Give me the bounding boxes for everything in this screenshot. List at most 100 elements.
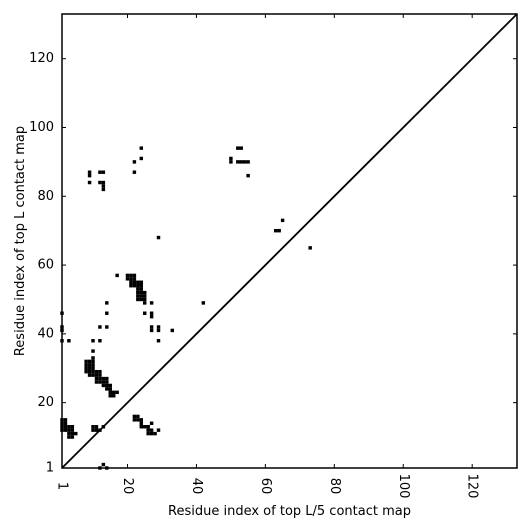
contact-point-lower <box>70 425 75 429</box>
contact-point-lower <box>156 339 161 343</box>
contact-point-lower <box>70 431 75 436</box>
contact-point-lower <box>146 425 150 429</box>
contact-point-lower <box>129 280 133 284</box>
contact-point-lower <box>156 325 161 329</box>
x-tick-label: 120 <box>465 474 480 499</box>
contact-point-lower <box>139 294 144 298</box>
contact-point-lower <box>105 380 109 384</box>
contact-point-lower <box>139 421 144 426</box>
contact-point-lower <box>87 359 92 364</box>
contact-point-lower <box>149 311 154 315</box>
contact-point-lower <box>63 418 68 422</box>
contact-point-lower <box>105 376 109 381</box>
contact-point-lower <box>139 280 144 284</box>
contact-point-lower <box>101 383 106 388</box>
contact-point-upper <box>132 160 137 164</box>
contact-point-lower <box>98 369 102 374</box>
contact-point-lower <box>87 363 92 367</box>
contact-point-upper <box>246 160 250 164</box>
plot-frame <box>61 13 518 469</box>
contact-point-lower <box>125 277 130 281</box>
contact-point-lower <box>105 311 109 315</box>
contact-point-upper <box>98 180 102 185</box>
contact-point-upper <box>201 301 206 305</box>
contact-point-upper <box>229 160 233 164</box>
contact-point-lower <box>136 283 140 288</box>
contact-point-upper <box>101 170 106 174</box>
x-tick-label: 40 <box>189 478 204 495</box>
contact-point-upper <box>242 160 247 164</box>
contact-point-lower <box>74 431 78 436</box>
contact-point-lower <box>149 328 154 333</box>
contact-point-lower <box>94 376 99 381</box>
contact-point-lower <box>149 314 154 319</box>
contact-point-lower <box>63 425 68 429</box>
contact-point-lower <box>105 325 109 329</box>
contact-point-lower <box>98 325 102 329</box>
contact-point-lower <box>149 325 154 329</box>
contact-point-lower <box>170 328 175 333</box>
contact-point-lower <box>149 431 154 436</box>
contact-point-lower <box>108 387 112 391</box>
contact-point-upper <box>101 187 106 192</box>
contact-point-lower <box>98 373 102 377</box>
contact-point-lower <box>84 359 88 364</box>
contact-point-lower <box>67 425 71 429</box>
contact-point-lower <box>125 273 130 278</box>
contact-point-lower <box>87 366 92 370</box>
contact-point-lower <box>153 431 157 436</box>
contact-point-lower <box>98 339 102 343</box>
contact-point-lower <box>87 369 92 374</box>
contact-point-upper <box>87 173 92 178</box>
contact-point-lower <box>132 273 137 278</box>
contact-point-upper <box>236 146 240 150</box>
contact-point-lower <box>94 373 99 377</box>
contact-point-lower <box>70 435 75 439</box>
x-axis-ticks: 1 20 40 60 80 100 120 <box>55 14 480 498</box>
contact-point-lower <box>156 428 161 432</box>
contact-point-lower <box>63 421 68 426</box>
contact-point-lower <box>91 349 95 353</box>
contact-point-lower <box>101 380 106 384</box>
contact-point-lower <box>139 297 144 302</box>
contact-point-upper <box>239 146 243 150</box>
contact-point-lower <box>136 287 140 291</box>
contact-point-lower <box>101 462 106 467</box>
contact-point-lower <box>143 311 147 315</box>
diagonal-line <box>61 13 518 469</box>
contact-point-lower <box>91 366 95 370</box>
contact-point-lower <box>132 414 137 419</box>
y-tick-label: 80 <box>37 189 54 204</box>
contact-point-lower <box>67 339 71 343</box>
y-tick-label: 40 <box>37 326 54 341</box>
contact-point-lower <box>136 297 140 302</box>
contact-point-lower <box>91 373 95 377</box>
contact-point-lower <box>108 394 112 398</box>
contact-point-upper <box>132 170 137 174</box>
contact-point-upper <box>101 184 106 188</box>
contact-point-lower <box>63 428 68 432</box>
contact-point-lower <box>84 366 88 370</box>
contact-point-upper <box>239 160 243 164</box>
contact-point-lower <box>132 283 137 288</box>
contact-point-lower <box>132 280 137 284</box>
contact-point-lower <box>111 394 116 398</box>
contact-point-lower <box>91 369 95 374</box>
contact-point-lower <box>87 373 92 377</box>
contact-point-lower <box>98 380 102 384</box>
x-tick-label: 1 <box>55 482 70 490</box>
contact-point-lower <box>108 383 112 388</box>
contact-point-upper <box>246 173 250 178</box>
contact-point-lower <box>136 418 140 422</box>
contact-point-lower <box>108 390 112 395</box>
x-tick-label: 80 <box>327 478 342 495</box>
contact-point-lower <box>84 369 88 374</box>
contact-point-lower <box>143 297 147 302</box>
contact-point-upper <box>156 235 161 240</box>
contact-point-upper <box>280 218 285 223</box>
y-tick-label: 100 <box>29 120 54 135</box>
contact-point-lower <box>94 369 99 374</box>
contact-point-lower <box>67 428 71 432</box>
